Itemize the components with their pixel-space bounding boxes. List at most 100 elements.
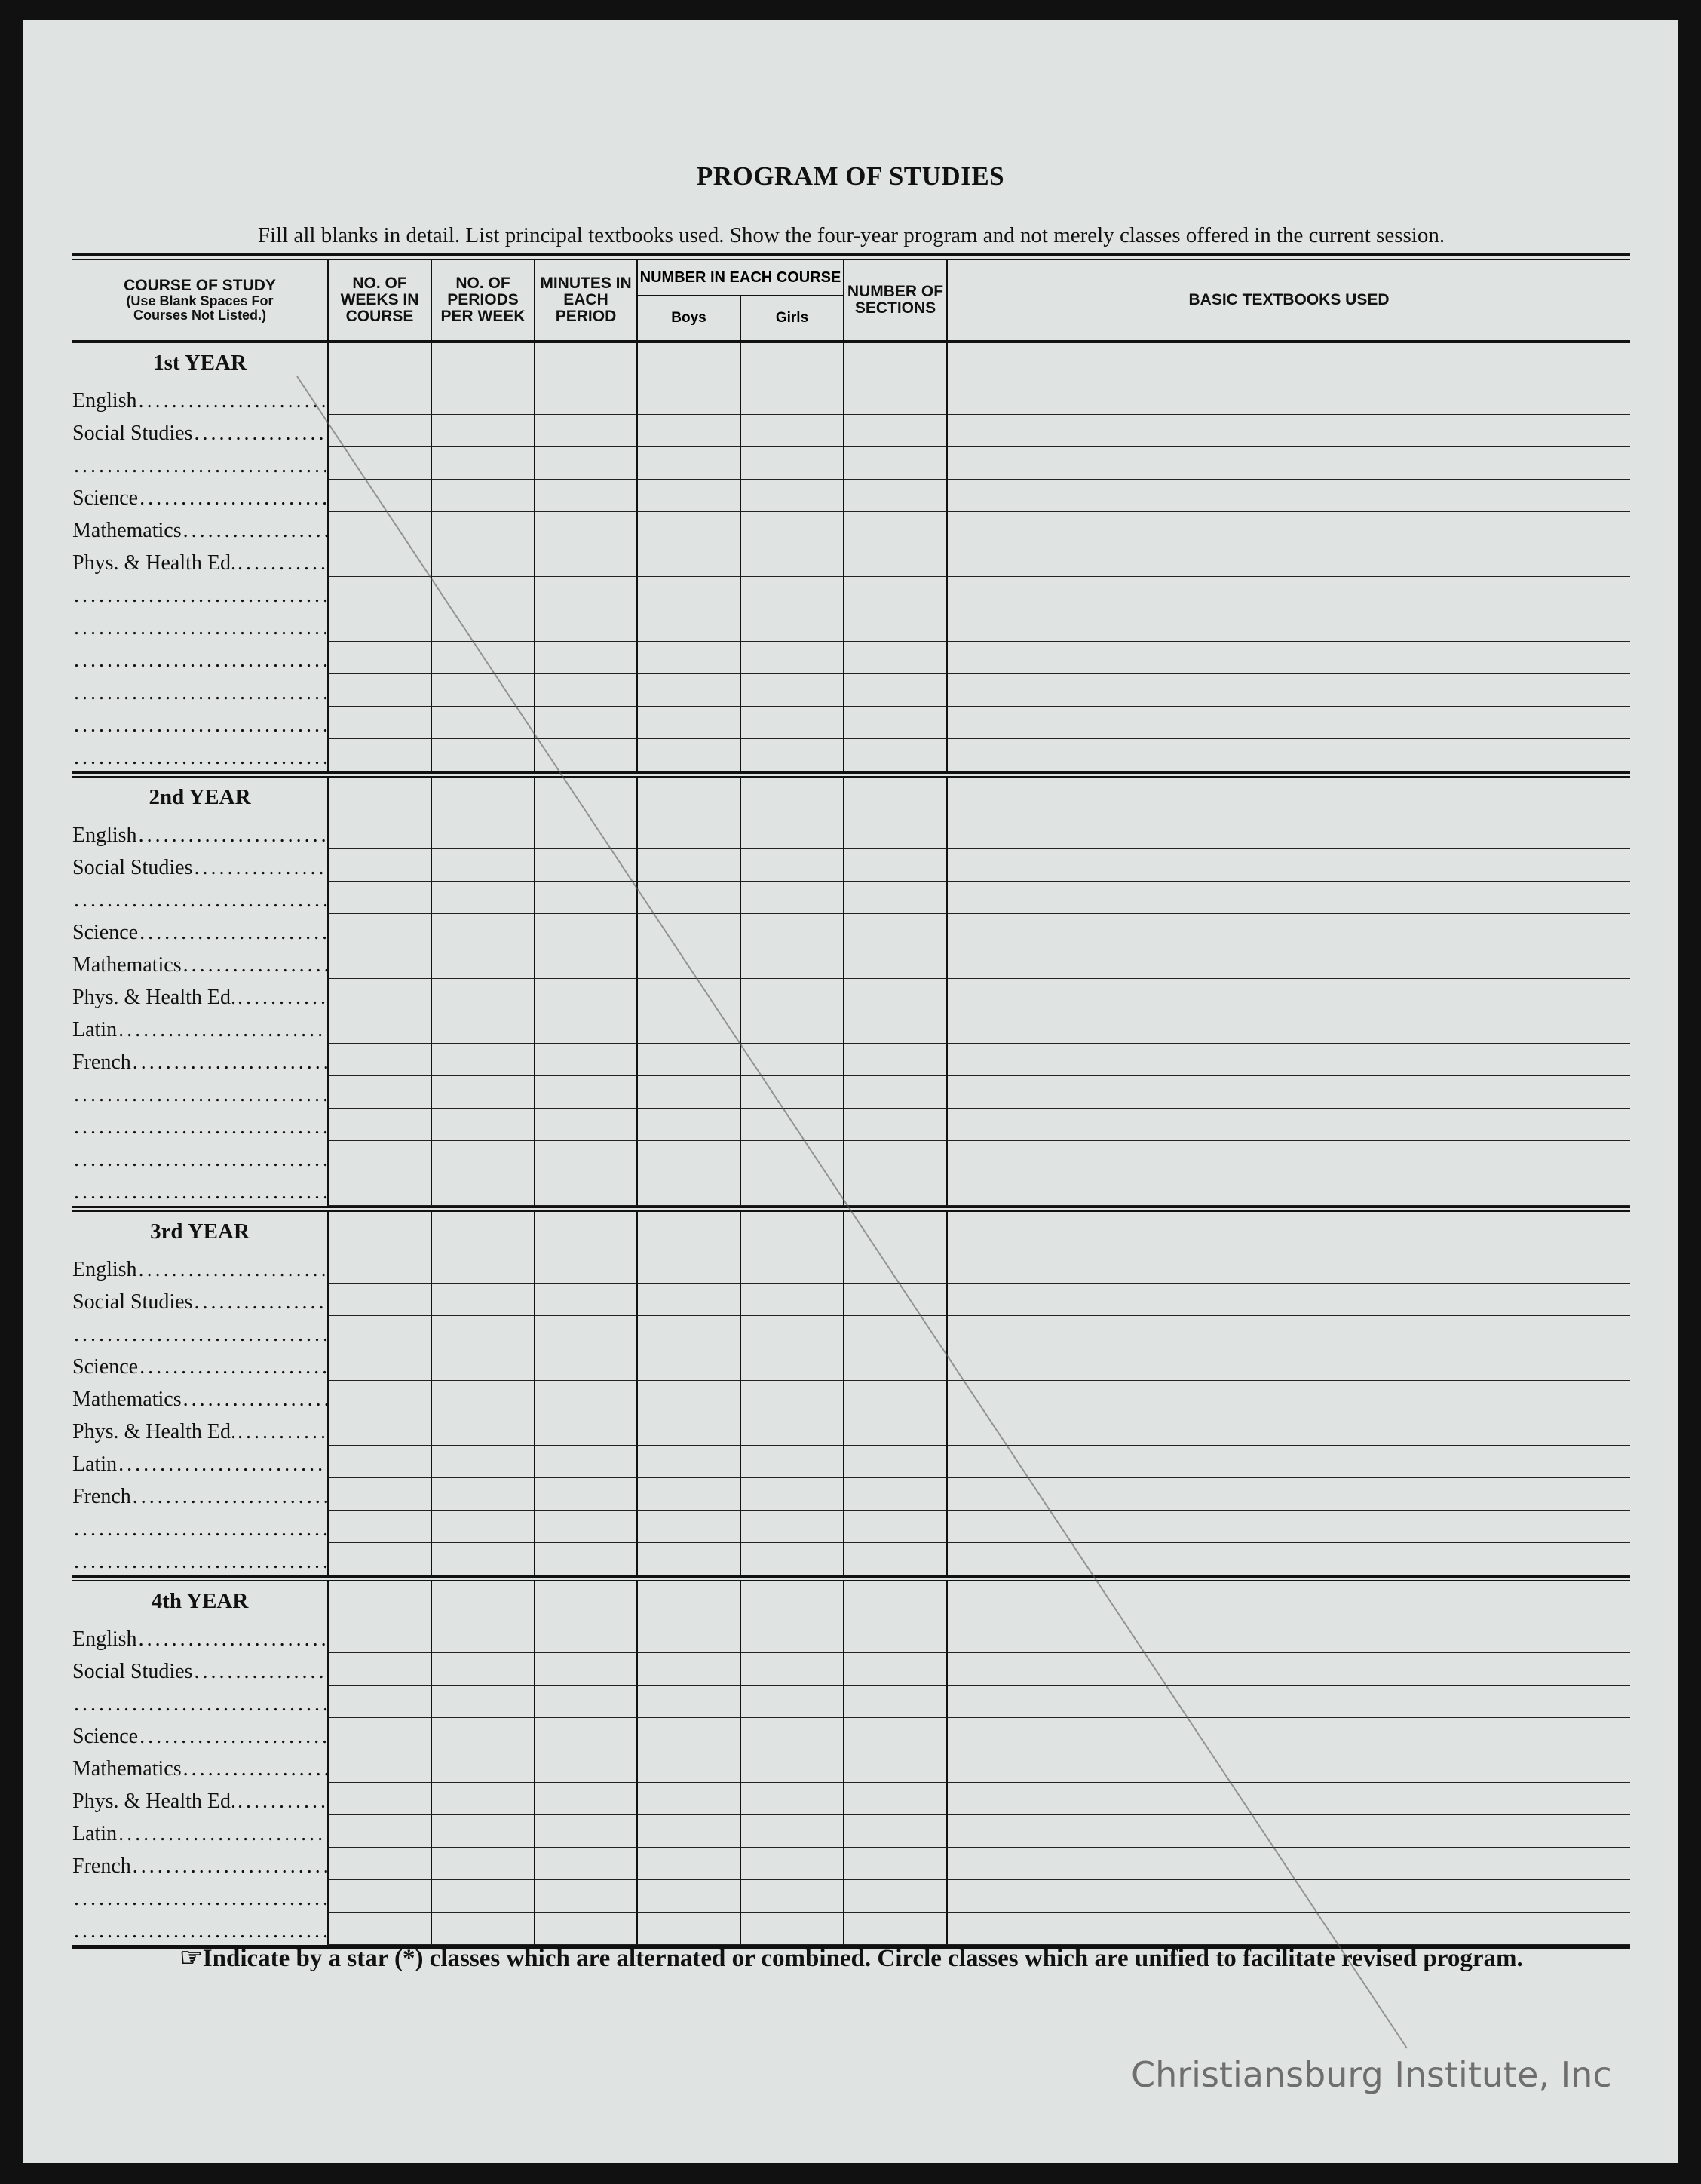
periods-field[interactable] xyxy=(431,979,534,1011)
textbooks-field[interactable] xyxy=(946,447,1630,480)
sections-field[interactable] xyxy=(843,1686,946,1718)
minutes-field[interactable] xyxy=(534,1011,636,1044)
minutes-field[interactable] xyxy=(534,415,636,447)
boys-field[interactable] xyxy=(636,415,740,447)
sections-field[interactable] xyxy=(843,1913,946,1945)
sections-field[interactable] xyxy=(843,1076,946,1109)
girls-field[interactable] xyxy=(740,979,843,1011)
minutes-field[interactable] xyxy=(534,480,636,512)
textbooks-field[interactable] xyxy=(946,1750,1630,1783)
weeks-field[interactable] xyxy=(327,1251,431,1284)
boys-field[interactable] xyxy=(636,1446,740,1478)
periods-field[interactable] xyxy=(431,1348,534,1381)
textbooks-field[interactable] xyxy=(946,1543,1630,1575)
textbooks-field[interactable] xyxy=(946,1381,1630,1413)
textbooks-field[interactable] xyxy=(946,642,1630,674)
minutes-field[interactable] xyxy=(534,849,636,882)
textbooks-field[interactable] xyxy=(946,1913,1630,1945)
girls-field[interactable] xyxy=(740,914,843,946)
periods-field[interactable] xyxy=(431,1109,534,1141)
sections-field[interactable] xyxy=(843,1109,946,1141)
textbooks-field[interactable] xyxy=(946,1173,1630,1206)
girls-field[interactable] xyxy=(740,1251,843,1284)
boys-field[interactable] xyxy=(636,1251,740,1284)
textbooks-field[interactable] xyxy=(946,1478,1630,1511)
sections-field[interactable] xyxy=(843,415,946,447)
boys-field[interactable] xyxy=(636,1621,740,1653)
girls-field[interactable] xyxy=(740,1686,843,1718)
girls-field[interactable] xyxy=(740,577,843,609)
boys-field[interactable] xyxy=(636,1686,740,1718)
minutes-field[interactable] xyxy=(534,1413,636,1446)
periods-field[interactable] xyxy=(431,1284,534,1316)
textbooks-field[interactable] xyxy=(946,577,1630,609)
weeks-field[interactable] xyxy=(327,512,431,544)
textbooks-field[interactable] xyxy=(946,544,1630,577)
girls-field[interactable] xyxy=(740,1511,843,1543)
textbooks-field[interactable] xyxy=(946,1413,1630,1446)
girls-field[interactable] xyxy=(740,1446,843,1478)
girls-field[interactable] xyxy=(740,447,843,480)
weeks-field[interactable] xyxy=(327,1109,431,1141)
weeks-field[interactable] xyxy=(327,979,431,1011)
boys-field[interactable] xyxy=(636,1284,740,1316)
weeks-field[interactable] xyxy=(327,1686,431,1718)
sections-field[interactable] xyxy=(843,1621,946,1653)
girls-field[interactable] xyxy=(740,1173,843,1206)
weeks-field[interactable] xyxy=(327,817,431,849)
textbooks-field[interactable] xyxy=(946,817,1630,849)
weeks-field[interactable] xyxy=(327,1413,431,1446)
minutes-field[interactable] xyxy=(534,1815,636,1848)
girls-field[interactable] xyxy=(740,544,843,577)
weeks-field[interactable] xyxy=(327,1284,431,1316)
sections-field[interactable] xyxy=(843,674,946,707)
boys-field[interactable] xyxy=(636,382,740,415)
periods-field[interactable] xyxy=(431,1848,534,1880)
boys-field[interactable] xyxy=(636,1543,740,1575)
boys-field[interactable] xyxy=(636,1848,740,1880)
periods-field[interactable] xyxy=(431,609,534,642)
textbooks-field[interactable] xyxy=(946,1783,1630,1815)
periods-field[interactable] xyxy=(431,1478,534,1511)
weeks-field[interactable] xyxy=(327,1848,431,1880)
boys-field[interactable] xyxy=(636,739,740,771)
boys-field[interactable] xyxy=(636,1011,740,1044)
boys-field[interactable] xyxy=(636,1044,740,1076)
minutes-field[interactable] xyxy=(534,1446,636,1478)
girls-field[interactable] xyxy=(740,1815,843,1848)
girls-field[interactable] xyxy=(740,1880,843,1913)
periods-field[interactable] xyxy=(431,642,534,674)
sections-field[interactable] xyxy=(843,1880,946,1913)
textbooks-field[interactable] xyxy=(946,1686,1630,1718)
textbooks-field[interactable] xyxy=(946,882,1630,914)
periods-field[interactable] xyxy=(431,1543,534,1575)
minutes-field[interactable] xyxy=(534,1141,636,1173)
weeks-field[interactable] xyxy=(327,1815,431,1848)
girls-field[interactable] xyxy=(740,1621,843,1653)
textbooks-field[interactable] xyxy=(946,1446,1630,1478)
boys-field[interactable] xyxy=(636,707,740,739)
boys-field[interactable] xyxy=(636,1316,740,1348)
weeks-field[interactable] xyxy=(327,1381,431,1413)
boys-field[interactable] xyxy=(636,946,740,979)
periods-field[interactable] xyxy=(431,544,534,577)
sections-field[interactable] xyxy=(843,1173,946,1206)
periods-field[interactable] xyxy=(431,447,534,480)
sections-field[interactable] xyxy=(843,914,946,946)
girls-field[interactable] xyxy=(740,1913,843,1945)
periods-field[interactable] xyxy=(431,1913,534,1945)
minutes-field[interactable] xyxy=(534,382,636,415)
weeks-field[interactable] xyxy=(327,1543,431,1575)
sections-field[interactable] xyxy=(843,1348,946,1381)
weeks-field[interactable] xyxy=(327,480,431,512)
textbooks-field[interactable] xyxy=(946,1141,1630,1173)
boys-field[interactable] xyxy=(636,480,740,512)
weeks-field[interactable] xyxy=(327,1044,431,1076)
boys-field[interactable] xyxy=(636,1413,740,1446)
weeks-field[interactable] xyxy=(327,1348,431,1381)
textbooks-field[interactable] xyxy=(946,415,1630,447)
girls-field[interactable] xyxy=(740,642,843,674)
minutes-field[interactable] xyxy=(534,739,636,771)
minutes-field[interactable] xyxy=(534,882,636,914)
textbooks-field[interactable] xyxy=(946,1011,1630,1044)
